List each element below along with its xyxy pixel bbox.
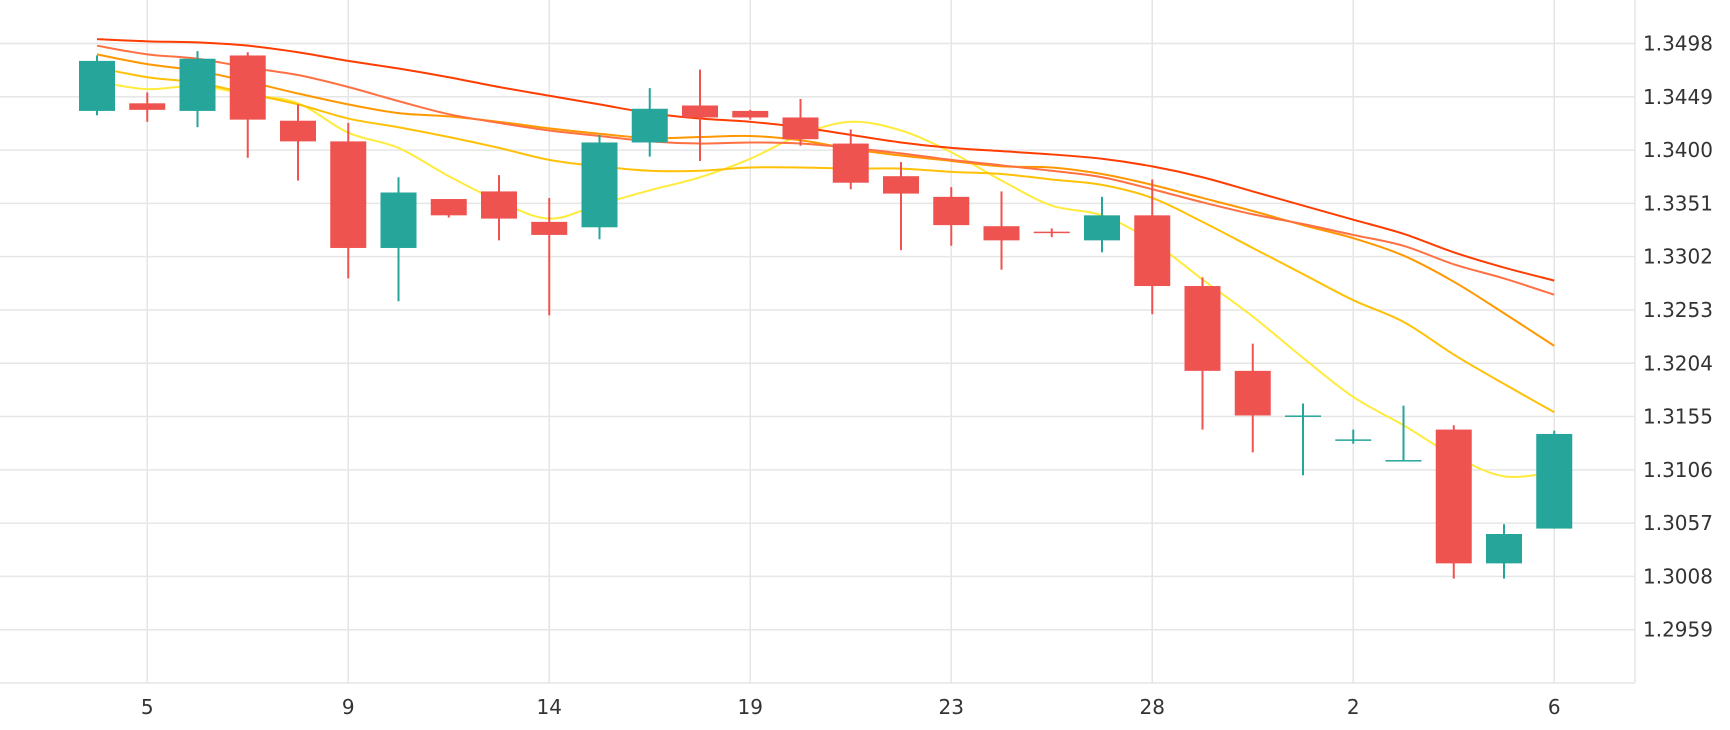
candle-body <box>179 58 216 111</box>
candle-body <box>631 108 668 143</box>
candle-body <box>883 176 919 194</box>
y-tick-label: 1.3106 <box>1643 458 1713 482</box>
candle-body <box>129 103 166 110</box>
y-tick-label: 1.2959 <box>1643 618 1713 642</box>
x-tick-label: 28 <box>1140 695 1165 719</box>
candle-body <box>933 196 970 226</box>
y-tick-label: 1.3057 <box>1643 511 1713 535</box>
x-axis: 5 9 14 19 23 28 2 6 <box>141 695 1561 719</box>
y-tick-label: 1.3008 <box>1643 564 1713 588</box>
y-axis: 1.2959 1.3008 1.3057 1.3106 1.3155 1.3204 1.32… <box>1643 32 1713 642</box>
ma10-line <box>96 66 1555 414</box>
candle-body <box>1033 231 1070 234</box>
moving-average-lines <box>96 38 1555 478</box>
y-tick-label: 1.3498 <box>1643 32 1713 56</box>
y-tick-label: 1.3302 <box>1643 245 1713 269</box>
candle-body <box>330 141 367 248</box>
candle-body <box>79 60 115 111</box>
candle-body <box>983 226 1020 241</box>
y-tick-label: 1.3351 <box>1643 191 1713 215</box>
y-tick-label: 1.3449 <box>1643 85 1713 109</box>
x-tick-label: 19 <box>738 695 763 719</box>
y-tick-label: 1.3253 <box>1643 298 1713 322</box>
x-tick-label: 9 <box>342 695 355 719</box>
candle-body <box>682 105 718 118</box>
candle-body <box>380 192 417 248</box>
candles <box>79 51 1573 579</box>
candle-body <box>1486 534 1522 564</box>
candle-body <box>832 143 869 183</box>
candle-body <box>1084 215 1120 241</box>
x-tick-label: 23 <box>939 695 964 719</box>
y-tick-label: 1.3400 <box>1643 138 1713 162</box>
candle-body <box>531 221 568 235</box>
candle-body <box>1385 460 1422 462</box>
candle-body <box>481 191 517 219</box>
candle-body <box>1435 429 1472 564</box>
y-tick-label: 1.3204 <box>1643 351 1713 375</box>
candle-body <box>430 199 467 216</box>
candle-body <box>1285 415 1321 417</box>
candle-body <box>1134 215 1171 287</box>
candle-body <box>1234 370 1271 416</box>
candle-body <box>581 142 618 228</box>
ma20-line <box>96 53 1555 347</box>
candle-body <box>1536 433 1573 529</box>
candle-body <box>1184 286 1221 371</box>
candle-body <box>732 110 769 118</box>
candle-body <box>782 117 819 140</box>
x-tick-label: 14 <box>537 695 562 719</box>
ma5-line <box>96 80 1555 478</box>
y-tick-label: 1.3155 <box>1643 405 1713 429</box>
candle-body <box>1335 439 1372 441</box>
x-tick-label: 2 <box>1347 695 1360 719</box>
candle-body <box>280 120 316 142</box>
ma30-line <box>96 44 1555 296</box>
x-tick-label: 6 <box>1548 695 1561 719</box>
ma50-line <box>96 38 1555 282</box>
x-tick-label: 5 <box>141 695 154 719</box>
candle-body <box>229 55 266 120</box>
